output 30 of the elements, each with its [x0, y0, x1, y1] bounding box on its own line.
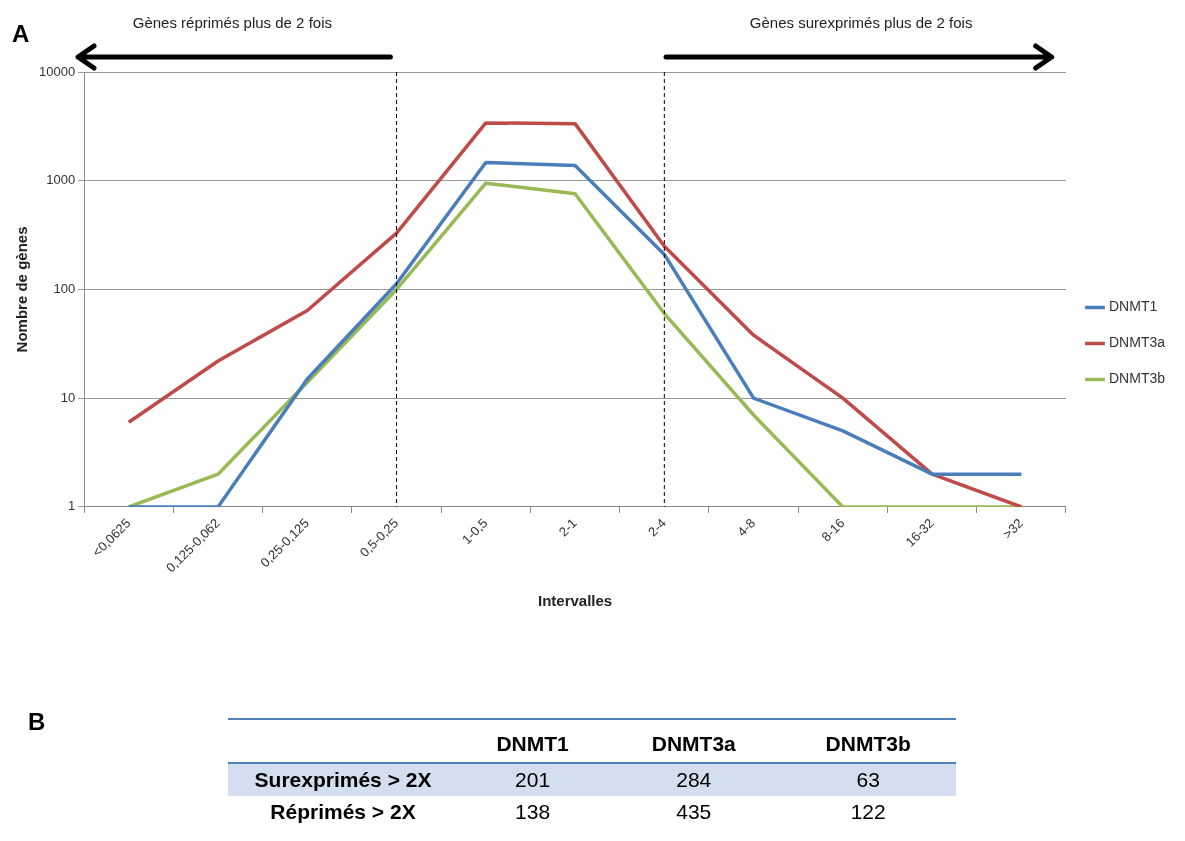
category-label: DNMT3a [607, 719, 781, 763]
y-axis-title: Nombre de gènes [13, 226, 31, 353]
y-tick-label: 1000 [46, 172, 76, 188]
x-tick-label: 2-1 [555, 515, 580, 540]
data-label: 201 [514, 767, 552, 793]
x-tick-label: 4-8 [734, 515, 759, 540]
data-label: 138 [514, 799, 552, 825]
y-tick-label: 1 [67, 498, 76, 514]
y-tick-label: 10000 [38, 63, 76, 79]
category-label: DNMT1 [458, 719, 608, 763]
x-tick-label: 8-16 [818, 515, 848, 545]
category-label: DNMT3b [780, 719, 956, 763]
legend-label: DNMT3a [1108, 334, 1166, 351]
text: Gènes réprimés plus de 2 fois [132, 14, 332, 31]
data-label: 122 [849, 799, 887, 825]
y-tick-label: 10 [60, 389, 76, 405]
legend-label: DNMT1 [1108, 298, 1158, 315]
series-label: Réprimés > 2X [269, 799, 417, 825]
y-tick-label: 100 [53, 281, 76, 297]
x-axis-title: Intervalles [537, 592, 613, 610]
text: Gènes surexprimés plus de 2 fois [749, 14, 973, 31]
chart-title: A [12, 20, 30, 48]
data-label: 284 [675, 767, 713, 793]
x-tick-label: 2-4 [645, 515, 669, 540]
text: B [28, 708, 46, 736]
series-label: Surexprimés > 2X [253, 767, 433, 793]
data-label: 435 [675, 799, 713, 825]
x-tick-label: >32 [999, 515, 1027, 542]
legend-label: DNMT3b [1108, 370, 1166, 387]
data-label: 63 [855, 767, 881, 793]
